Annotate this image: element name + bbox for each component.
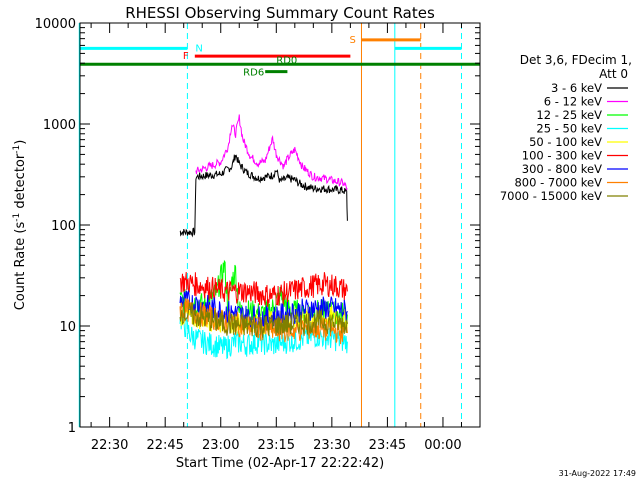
x-tick-label: 00:00	[424, 438, 461, 453]
flag-label-rd6: RD6	[243, 68, 264, 79]
flag-label-f: F	[183, 51, 189, 62]
y-axis-label: Count Rate (s-1 detector-1)	[12, 140, 28, 311]
series-line-3	[179, 311, 348, 360]
legend-label-5: 100 - 300 keV	[522, 149, 602, 163]
legend-title-line2: Att 0	[599, 67, 628, 81]
series-line-0	[179, 154, 348, 238]
footer-timestamp: 31-Aug-2022 17:49	[559, 469, 636, 478]
legend-label-2: 12 - 25 keV	[536, 108, 602, 122]
x-tick-label: 23:15	[258, 438, 295, 453]
series-line-8	[179, 301, 348, 338]
legend-label-4: 50 - 100 keV	[529, 135, 602, 149]
x-axis-label: Start Time (02-Apr-17 22:22:42)	[176, 456, 384, 471]
series-line-5	[179, 271, 348, 307]
legend-label-3: 25 - 50 keV	[536, 122, 602, 136]
flag-label-n: N	[195, 43, 202, 54]
legend-label-8: 7000 - 15000 keV	[500, 189, 602, 203]
chart-title: RHESSI Observing Summary Count Rates	[125, 4, 435, 22]
y-tick-label: 1000	[43, 118, 76, 133]
x-tick-label: 23:00	[202, 438, 239, 453]
series-line-1	[195, 114, 348, 191]
x-tick-label: 23:30	[313, 438, 350, 453]
legend-label-6: 300 - 800 keV	[522, 162, 602, 176]
y-tick-label: 10000	[35, 17, 76, 32]
x-tick-label: 22:45	[146, 438, 183, 453]
flag-label-rd0: RD0	[276, 55, 297, 66]
y-tick-label: 1	[68, 421, 76, 436]
legend-title-line1: Det 3,6, FDecim 1,	[520, 53, 632, 67]
y-tick-label: 10	[59, 320, 76, 335]
legend-label-0: 3 - 6 keV	[551, 81, 602, 95]
x-tick-label: 23:45	[369, 438, 406, 453]
x-tick-label: 22:30	[91, 438, 128, 453]
y-tick-label: 100	[51, 219, 76, 234]
flag-label-s: S	[349, 35, 355, 46]
legend-label-1: 6 - 12 keV	[544, 95, 602, 109]
plot-area: NF S RD0 RD6	[78, 23, 480, 427]
legend-label-7: 800 - 7000 keV	[514, 176, 602, 190]
plot-frame	[79, 22, 481, 428]
